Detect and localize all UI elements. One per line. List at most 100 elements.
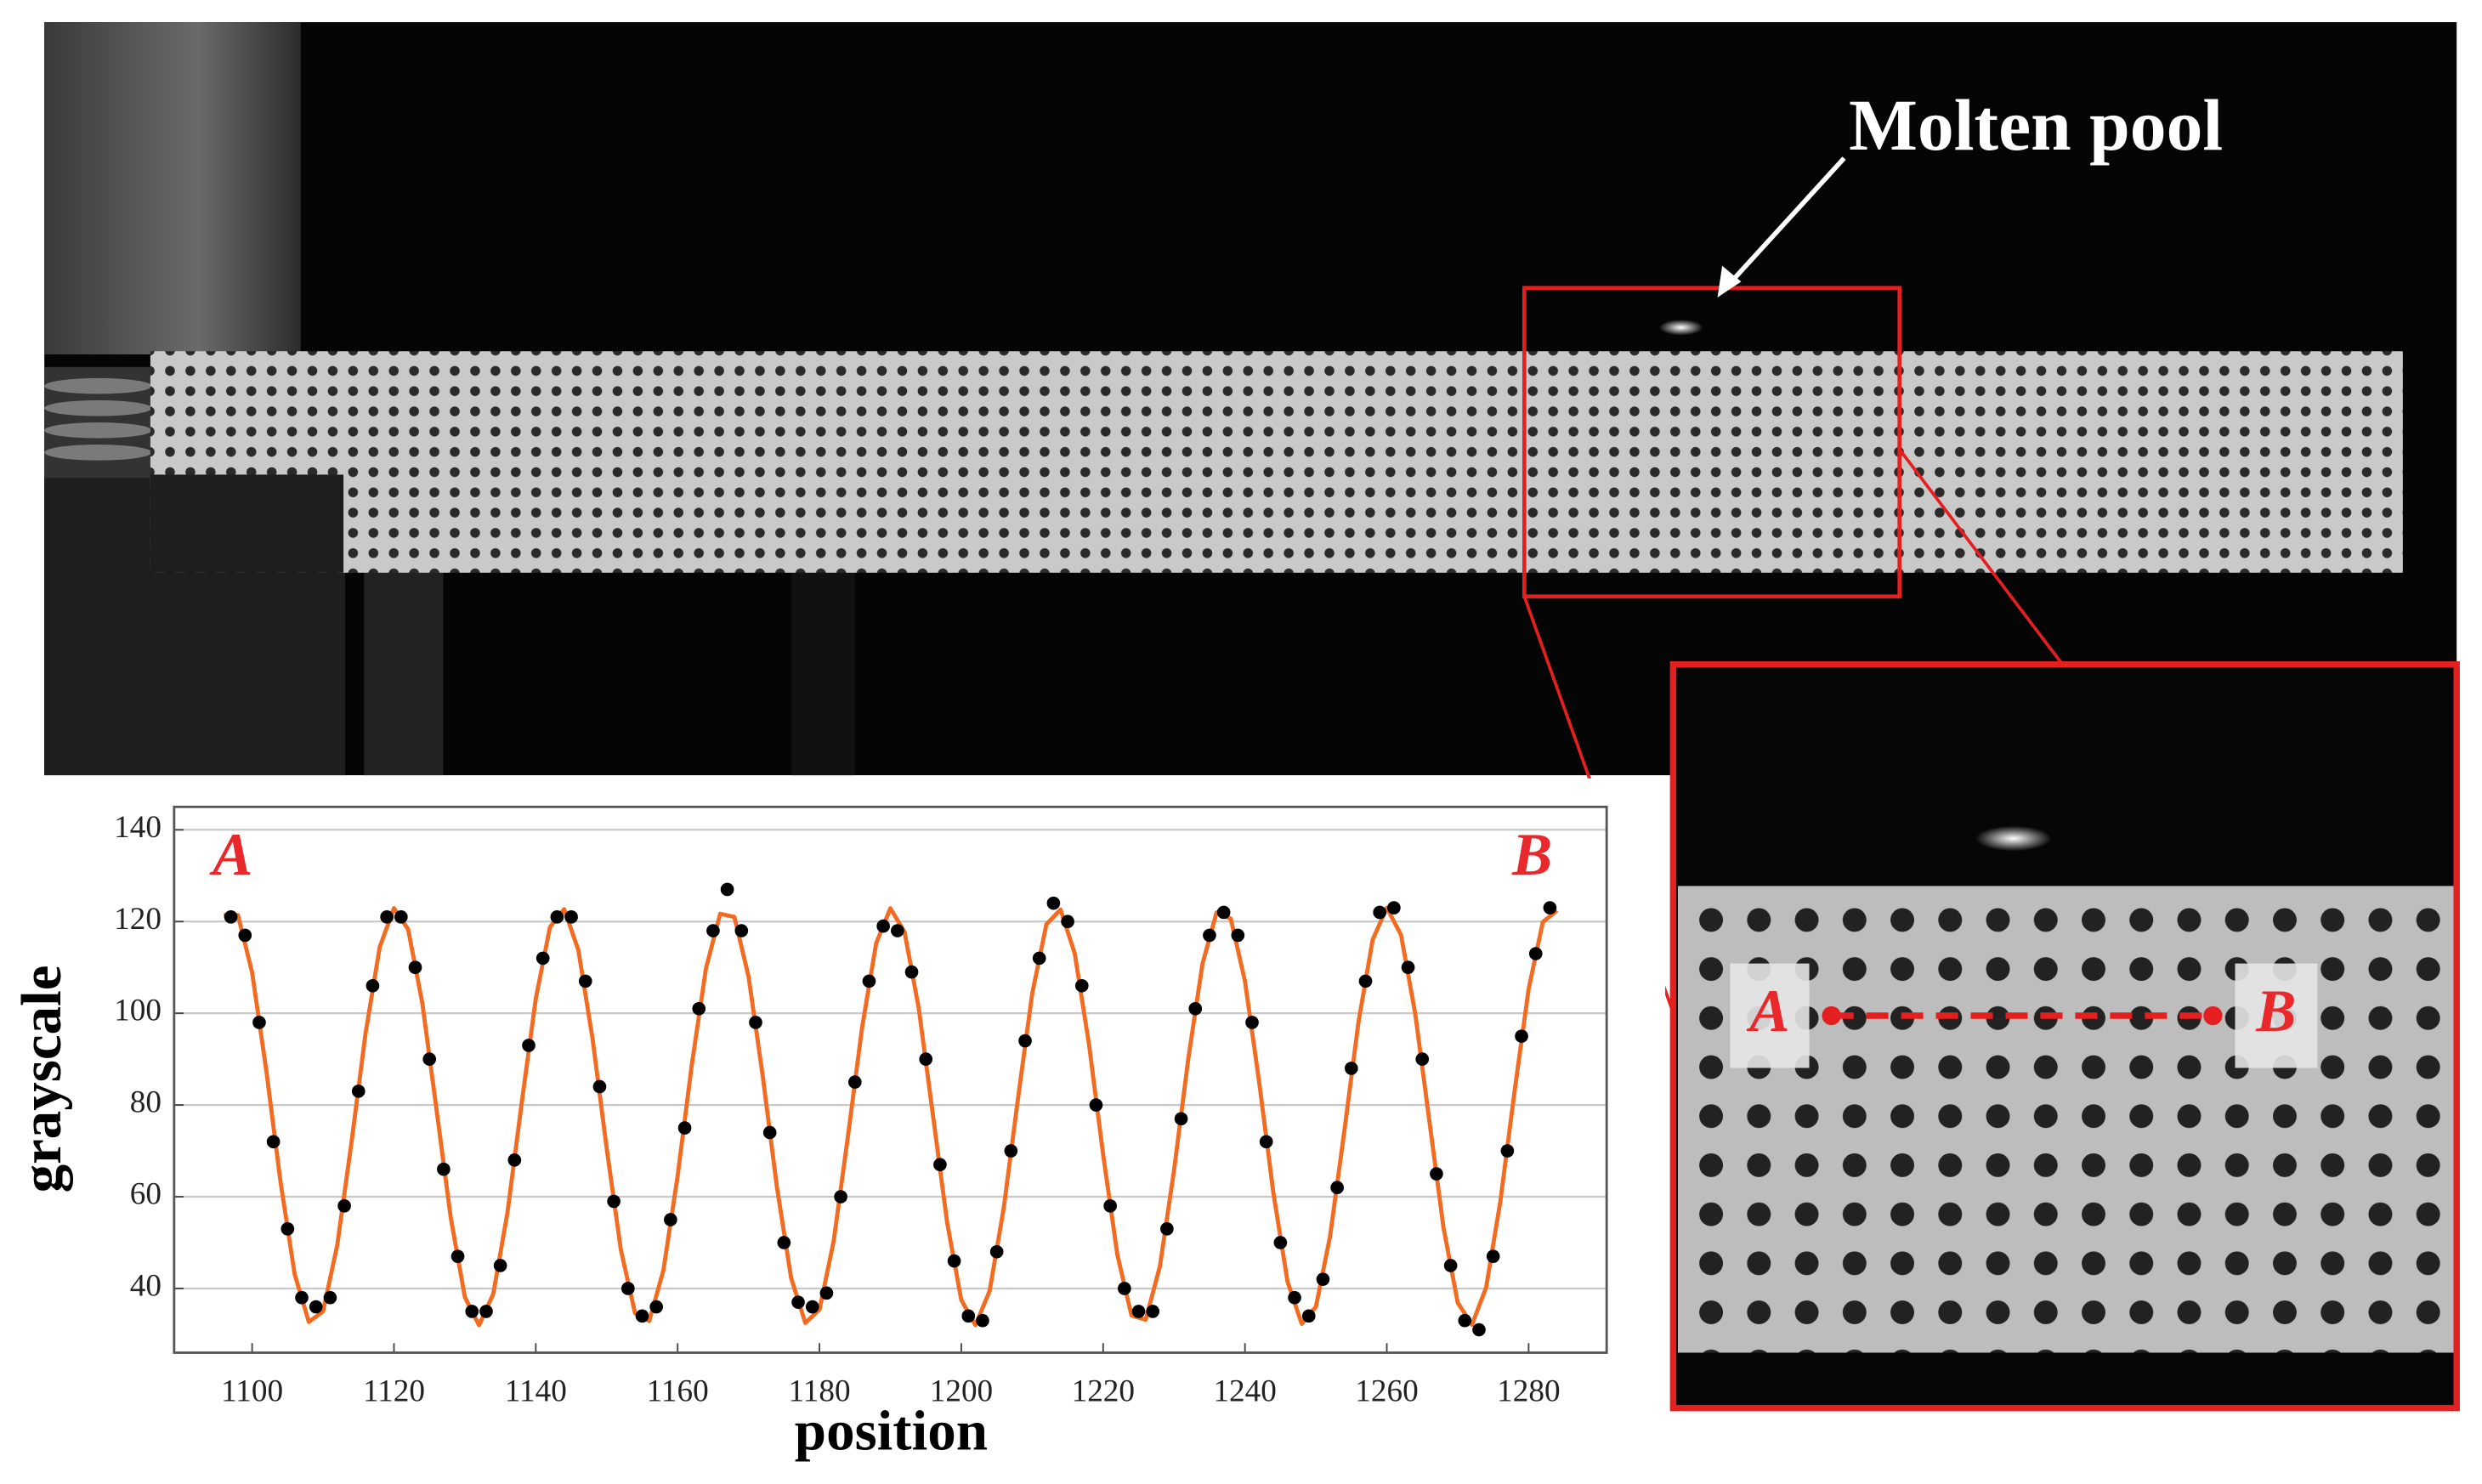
data-point [919,1052,933,1066]
data-point [1387,901,1401,915]
data-point [947,1254,961,1268]
data-point [1032,951,1046,966]
data-point [635,1309,649,1323]
profile-end [2203,1005,2223,1026]
data-point [224,910,238,924]
data-point [1160,1221,1174,1236]
arrow-shaft [1726,156,1846,286]
data-point [1216,905,1231,920]
y-tick-label: 40 [130,1269,162,1304]
data-point [465,1305,479,1318]
data-point [1543,901,1557,915]
data-point [252,1016,266,1029]
y-tick-label: 60 [130,1177,162,1212]
data-point [976,1313,989,1328]
support [791,572,855,776]
plot-frame [173,805,1608,1354]
data-point [664,1213,677,1226]
x-tick-label: 1100 [221,1374,283,1408]
data-point [1316,1272,1330,1286]
data-point [620,1282,635,1295]
fit-line [224,905,1559,1328]
data-point [692,1001,706,1016]
data-point [323,1290,337,1305]
data-point [450,1249,465,1263]
data-point [904,965,919,979]
data-point [1415,1052,1430,1066]
zoom-label: A [1746,978,1789,1045]
data-point [1259,1135,1273,1149]
lattice-plate [150,351,2403,573]
data-point [295,1290,309,1305]
data-point [1046,896,1061,910]
data-point [1103,1198,1117,1213]
data-point [649,1300,664,1314]
bolt [44,366,159,479]
chart: position grayscale A B 40 60 80 100 120 140 11… [10,805,1608,1463]
data-point [1528,947,1543,960]
data-point [749,1016,762,1029]
y-tick-label: 80 [130,1085,162,1120]
data-point [1074,978,1089,993]
data-point [1061,915,1074,929]
data-point [578,974,592,988]
data-point [734,924,749,937]
data-point [351,1085,366,1098]
data-point [1301,1309,1316,1323]
data-point [337,1198,351,1213]
zoom-view: A B [1669,661,2460,1412]
data-point [1500,1144,1515,1158]
data-point [1288,1290,1301,1305]
data-point [791,1295,805,1309]
data-point [847,1075,862,1089]
y-axis-title: grayscale [10,966,73,1193]
data-point [280,1221,295,1236]
data-point [266,1135,280,1149]
x-tick-label: 1220 [1072,1374,1135,1408]
data-point [1174,1112,1188,1126]
data-point [408,960,422,975]
data-point [1472,1323,1486,1337]
y-tick-label: 120 [114,902,162,937]
data-point [1401,960,1415,975]
data-point [720,882,734,897]
data-point [1358,974,1373,988]
data-point [592,1079,607,1094]
x-axis-title: position [795,1400,988,1463]
x-tick-label: 1260 [1355,1374,1418,1408]
data-point [1188,1001,1203,1016]
arrow-head [1717,265,1742,297]
photo: Molten pool [44,22,2457,1013]
zoom-plate [1677,886,2454,1353]
data-point [706,924,720,937]
data-point [1486,1249,1500,1263]
data-point [366,978,380,993]
data-point [1515,1029,1528,1043]
x-tick-label: 1120 [363,1374,425,1408]
data-point [1330,1181,1344,1195]
y-tick-label: 100 [114,994,162,1028]
x-tick-label: 1200 [930,1374,993,1408]
roi-box [1522,286,1902,599]
molten-pool [1975,825,2052,852]
data-point [961,1309,976,1323]
clamp-upper [44,22,301,354]
x-tick-label: 1160 [647,1374,709,1408]
data-point [479,1305,493,1318]
data-point [309,1300,323,1314]
data-point [891,924,904,937]
data-point [876,919,890,933]
data-point [1018,1034,1032,1048]
data-point [394,910,408,924]
data-point [819,1286,834,1300]
chart-annotation: B [1511,822,1552,888]
data-point [550,910,564,924]
molten-pool [1658,320,1703,336]
data-point [777,1236,791,1249]
support [364,572,444,776]
y-tick-label: 140 [114,810,162,845]
data-point [522,1039,536,1052]
data-point [380,910,394,924]
x-tick-label: 1140 [505,1374,567,1408]
